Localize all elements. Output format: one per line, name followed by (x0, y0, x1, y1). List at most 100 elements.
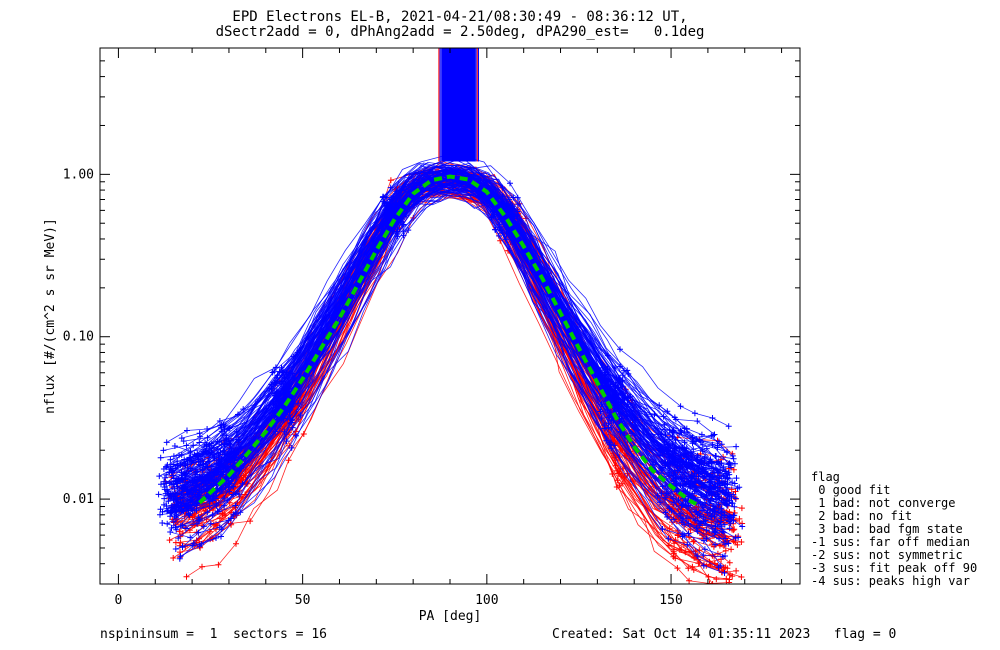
blue-series-marker (173, 495, 180, 502)
blue-series-marker (216, 438, 223, 445)
blue-series-marker (688, 462, 695, 469)
blue-series-marker (723, 499, 730, 505)
median-fit-line (198, 174, 702, 509)
blue-series-marker (211, 468, 218, 474)
blue-series-marker (664, 514, 671, 520)
red-series-marker (724, 565, 731, 572)
red-series-marker (215, 561, 222, 568)
red-series-marker (233, 540, 239, 547)
blue-series-marker (507, 180, 513, 187)
blue-series-marker (662, 482, 669, 489)
blue-series-marker (733, 443, 740, 450)
blue-series-marker (731, 503, 738, 510)
blue-series-marker (187, 450, 194, 456)
blue-series-marker (231, 452, 238, 459)
blue-series-curve (171, 173, 720, 514)
blue-series-marker (176, 478, 183, 485)
blue-series-curve (164, 178, 716, 479)
blue-series-marker (499, 184, 506, 191)
blue-series-marker (660, 413, 667, 420)
blue-series-marker (687, 478, 694, 485)
blue-series-marker (712, 541, 719, 548)
red-series-marker (226, 499, 233, 506)
red-series-marker (199, 563, 205, 570)
blue-series-marker (230, 491, 236, 498)
x-tick-label: 0 (115, 593, 123, 608)
blue-series-marker (182, 485, 189, 492)
y-tick-label: 1.00 (63, 167, 94, 182)
blue-series-marker (202, 463, 209, 470)
blue-series-marker (700, 552, 707, 559)
blue-series-marker (736, 484, 743, 491)
blue-series-marker (196, 430, 203, 437)
flag-legend: flag 0 good fit 1 bad: not converge 2 ba… (811, 471, 977, 588)
curves-layer (155, 152, 746, 584)
blue-series-marker (221, 448, 228, 455)
red-series-marker (709, 581, 716, 584)
blue-series-marker (218, 456, 225, 462)
blue-series-marker (222, 423, 229, 429)
blue-series-marker (182, 461, 189, 468)
blue-series-marker (608, 445, 615, 452)
red-series-marker (300, 431, 307, 437)
blue-series-marker (605, 424, 612, 431)
blue-series-marker (619, 372, 626, 379)
blue-series-marker (696, 522, 703, 529)
blue-series-marker (163, 439, 170, 446)
blue-series-marker (680, 452, 687, 459)
blue-series-marker (198, 541, 205, 548)
blue-series-marker (176, 555, 183, 562)
blue-series-curve (170, 161, 726, 482)
red-series-marker (734, 541, 741, 548)
blue-series-marker (693, 525, 700, 532)
blue-series-marker (271, 379, 278, 386)
red-series-marker (738, 574, 745, 580)
blue-series-marker (235, 491, 242, 498)
blue-series-marker (190, 442, 197, 449)
blue-series-marker (698, 484, 705, 491)
blue-series-marker (694, 456, 701, 463)
blue-series-marker (289, 424, 296, 431)
red-series-marker (179, 530, 186, 536)
blue-series-marker (160, 466, 167, 472)
blue-series-marker (691, 488, 698, 495)
blue-series-marker (184, 457, 191, 464)
blue-series-marker (722, 553, 728, 559)
blue-series-curve (171, 175, 719, 486)
blue-series-marker (167, 494, 174, 501)
red-series-marker (285, 457, 292, 464)
blue-series-marker (167, 456, 174, 463)
red-series-curve (181, 178, 731, 519)
blue-series-marker (666, 472, 673, 479)
blue-series-marker (160, 501, 167, 508)
blue-series-marker (161, 478, 168, 485)
blue-series-marker (712, 523, 719, 530)
blue-series-marker (617, 375, 623, 382)
blue-series-marker (163, 503, 170, 510)
blue-series-marker (601, 425, 608, 432)
blue-series-marker (172, 546, 179, 552)
red-series-marker (726, 576, 733, 583)
red-series-curve (175, 178, 722, 563)
red-series-marker (671, 540, 678, 547)
blue-series-marker (731, 480, 738, 487)
blue-series-marker (162, 490, 169, 497)
blue-series-marker (195, 529, 202, 536)
blue-series-marker (726, 497, 733, 504)
blue-series-marker (227, 478, 234, 485)
blue-series-marker (380, 193, 387, 200)
blue-series-marker (384, 207, 391, 214)
blue-series-marker (187, 496, 194, 503)
blue-series-marker (171, 443, 178, 449)
blue-series-marker (656, 402, 663, 409)
blue-series-marker (739, 523, 746, 530)
blue-series-marker (288, 419, 295, 426)
red-series-curve (180, 186, 728, 569)
blue-series-marker (617, 363, 623, 370)
red-series-marker (728, 486, 735, 493)
blue-series-marker (191, 479, 198, 486)
blue-series-marker (206, 442, 213, 449)
red-series-curve (182, 180, 733, 577)
blue-series-marker (722, 535, 729, 542)
red-series-marker (726, 559, 733, 566)
